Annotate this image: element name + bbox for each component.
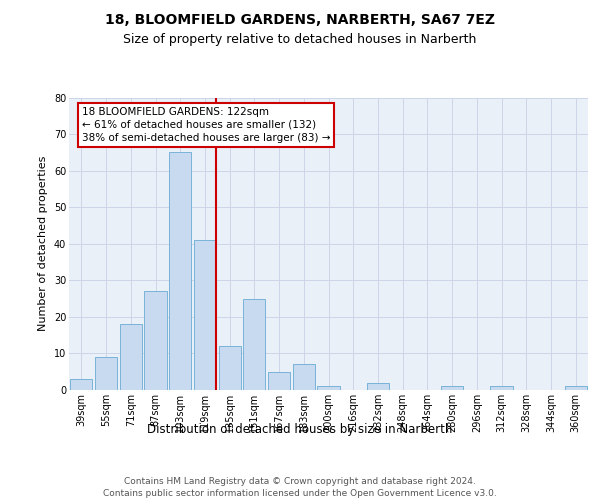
Bar <box>317 386 340 390</box>
Bar <box>268 372 290 390</box>
Text: 18 BLOOMFIELD GARDENS: 122sqm
← 61% of detached houses are smaller (132)
38% of : 18 BLOOMFIELD GARDENS: 122sqm ← 61% of d… <box>82 106 331 143</box>
Bar <box>565 386 587 390</box>
Bar <box>194 240 216 390</box>
Bar <box>218 346 241 390</box>
Bar <box>490 386 512 390</box>
Text: Contains HM Land Registry data © Crown copyright and database right 2024.
Contai: Contains HM Land Registry data © Crown c… <box>103 476 497 498</box>
Bar <box>145 292 167 390</box>
Text: Distribution of detached houses by size in Narberth: Distribution of detached houses by size … <box>148 422 452 436</box>
Bar <box>243 298 265 390</box>
Bar <box>367 382 389 390</box>
Bar <box>95 357 117 390</box>
Y-axis label: Number of detached properties: Number of detached properties <box>38 156 48 332</box>
Bar <box>70 379 92 390</box>
Bar <box>293 364 315 390</box>
Bar <box>119 324 142 390</box>
Text: Size of property relative to detached houses in Narberth: Size of property relative to detached ho… <box>124 32 476 46</box>
Text: 18, BLOOMFIELD GARDENS, NARBERTH, SA67 7EZ: 18, BLOOMFIELD GARDENS, NARBERTH, SA67 7… <box>105 12 495 26</box>
Bar <box>169 152 191 390</box>
Bar <box>441 386 463 390</box>
